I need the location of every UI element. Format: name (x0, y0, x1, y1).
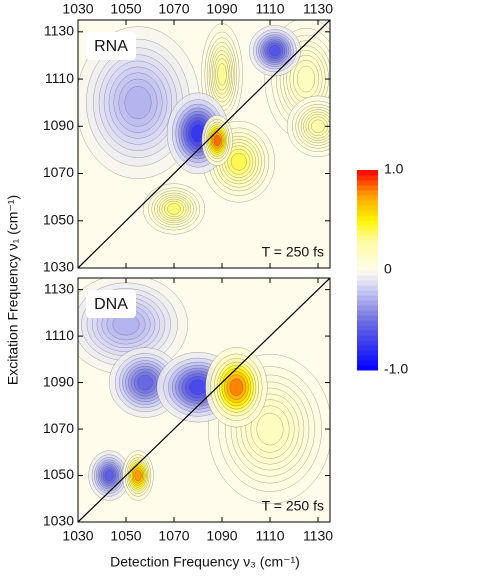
colorbar-tick-label: 1.0 (384, 161, 404, 177)
colorbar-step (357, 325, 378, 331)
y-tick-label: 1030 (43, 513, 74, 529)
y-tick-label: 1070 (43, 164, 74, 180)
colorbar-step (357, 265, 378, 271)
contour-level (124, 86, 152, 120)
y-tick-label: 1050 (43, 211, 74, 227)
contour-level (296, 65, 316, 93)
contour-level (134, 469, 142, 482)
x-tick-label: 1110 (255, 528, 284, 544)
plot-frame (77, 277, 331, 523)
colorbar-step (357, 235, 378, 241)
contour-level (217, 63, 227, 86)
colorbar-step (357, 185, 378, 191)
colorbar-step (357, 270, 378, 276)
top-tick-label: 1110 (255, 1, 284, 17)
colorbar-step (357, 275, 378, 281)
colorbar-step (357, 340, 378, 346)
y-tick-label: 1090 (43, 117, 74, 133)
panel-label: DNA (94, 296, 128, 313)
y-tick-label: 1070 (43, 420, 74, 436)
colorbar-step (357, 200, 378, 206)
colorbar-step (357, 290, 378, 296)
colorbar-step (357, 285, 378, 291)
contour-level (213, 134, 221, 147)
colorbar-step (357, 280, 378, 286)
contour-level (311, 119, 325, 133)
contour-level (137, 374, 154, 391)
colorbar-step (357, 335, 378, 341)
y-axis-title: Excitation Frequency ν₁ (cm⁻¹) (5, 195, 21, 385)
top-tick-label: 1130 (303, 1, 333, 17)
colorbar-step (357, 205, 378, 211)
x-tick-label: 1050 (110, 528, 141, 544)
top-tick-label: 1070 (158, 1, 189, 17)
colorbar-step (357, 175, 378, 181)
x-axis-title: Detection Frequency ν₃ (cm⁻¹) (110, 554, 300, 570)
colorbar-step (357, 305, 378, 311)
colorbar-step (357, 225, 378, 231)
plot-frame (77, 19, 331, 269)
y-tick-label: 1110 (45, 327, 74, 343)
colorbar-step (357, 195, 378, 201)
y-tick-label: 1110 (45, 70, 74, 86)
contour-level (188, 379, 208, 395)
y-tick-label: 1030 (43, 259, 74, 275)
colorbar-step (357, 300, 378, 306)
y-tick-label: 1090 (43, 373, 74, 389)
colorbar-step (357, 220, 378, 226)
colorbar-step (357, 320, 378, 326)
colorbar-step (357, 360, 378, 366)
contour-layer (78, 20, 330, 268)
y-tick-label: 1050 (43, 466, 74, 482)
x-tick-label: 1130 (303, 528, 333, 544)
colorbar-step (357, 260, 378, 266)
panel-label: RNA (94, 38, 128, 55)
panel-label-box (86, 290, 136, 318)
colorbar-step (357, 355, 378, 361)
colorbar-step (357, 330, 378, 336)
colorbar-step (357, 180, 378, 186)
top-tick-label: 1050 (110, 1, 141, 17)
contour-level (229, 378, 244, 396)
annotation: T = 250 fs (262, 244, 324, 260)
colorbar-step (357, 310, 378, 316)
contour-level (269, 45, 281, 57)
diagonal-line (78, 20, 330, 268)
colorbar-step (357, 295, 378, 301)
colorbar-step (357, 215, 378, 221)
colorbar-step (357, 230, 378, 236)
colorbar-tick-label: 0 (384, 261, 392, 277)
colorbar-step (357, 245, 378, 251)
colorbar-step (357, 190, 378, 196)
colorbar-step (357, 315, 378, 321)
colorbar-step (357, 170, 378, 176)
colorbar-step (357, 345, 378, 351)
diagonal-line (78, 278, 330, 522)
x-tick-label: 1030 (62, 528, 93, 544)
contour-level (167, 203, 181, 215)
colorbar-step (357, 240, 378, 246)
panel-label-box (86, 32, 136, 60)
contour-level (104, 469, 114, 482)
x-tick-label: 1090 (206, 528, 237, 544)
top-tick-label: 1030 (62, 1, 93, 17)
annotation: T = 250 fs (262, 498, 324, 514)
contour-level (230, 152, 247, 171)
colorbar-step (357, 350, 378, 356)
colorbar-step (357, 210, 378, 216)
y-tick-label: 1130 (44, 280, 74, 296)
colorbar-tick-label: -1.0 (384, 361, 408, 377)
top-tick-label: 1090 (206, 1, 237, 17)
y-tick-label: 1130 (44, 23, 74, 39)
colorbar-step (357, 255, 378, 261)
contour-level (256, 412, 284, 446)
x-tick-label: 1070 (158, 528, 189, 544)
colorbar-step (357, 365, 378, 371)
colorbar-step (357, 250, 378, 256)
